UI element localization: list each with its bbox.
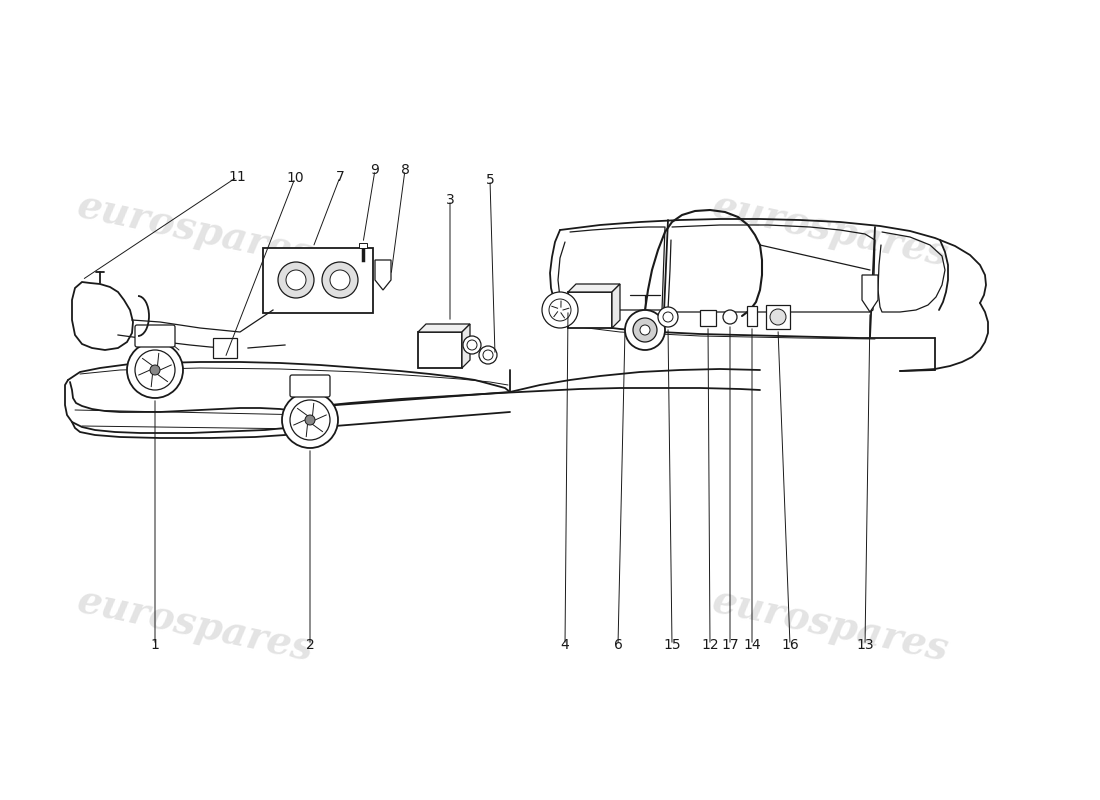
Circle shape: [770, 309, 786, 325]
Bar: [568, 292, 612, 328]
Polygon shape: [72, 282, 133, 350]
Text: 6: 6: [614, 638, 623, 652]
Bar: [766, 305, 790, 329]
Polygon shape: [862, 275, 878, 312]
Bar: [700, 310, 716, 326]
Polygon shape: [418, 324, 470, 332]
Polygon shape: [612, 284, 620, 328]
Text: 17: 17: [722, 638, 739, 652]
Text: 10: 10: [286, 171, 304, 185]
FancyBboxPatch shape: [263, 247, 373, 313]
Circle shape: [478, 346, 497, 364]
Circle shape: [463, 336, 481, 354]
Text: 14: 14: [744, 638, 761, 652]
Text: 2: 2: [306, 638, 315, 652]
Text: 1: 1: [151, 638, 160, 652]
Circle shape: [322, 262, 358, 298]
Circle shape: [278, 262, 314, 298]
Polygon shape: [462, 324, 470, 368]
Circle shape: [282, 392, 338, 448]
Bar: [213, 338, 236, 358]
Text: 7: 7: [336, 170, 344, 184]
Text: eurospares: eurospares: [74, 582, 317, 669]
Text: 9: 9: [371, 163, 380, 177]
Text: 16: 16: [781, 638, 799, 652]
Circle shape: [625, 310, 666, 350]
FancyBboxPatch shape: [290, 375, 330, 397]
Bar: [747, 306, 757, 326]
Text: 13: 13: [856, 638, 873, 652]
Circle shape: [658, 307, 678, 327]
Circle shape: [286, 270, 306, 290]
Text: 12: 12: [701, 638, 718, 652]
Text: 15: 15: [663, 638, 681, 652]
Text: 3: 3: [446, 193, 454, 207]
Circle shape: [150, 365, 160, 375]
Polygon shape: [375, 260, 390, 290]
Text: eurospares: eurospares: [708, 582, 952, 669]
Circle shape: [640, 325, 650, 335]
Bar: [418, 332, 462, 368]
Text: 8: 8: [400, 163, 409, 177]
Circle shape: [330, 270, 350, 290]
Circle shape: [126, 342, 183, 398]
Bar: [359, 243, 367, 248]
Circle shape: [632, 318, 657, 342]
Circle shape: [723, 310, 737, 324]
Text: 4: 4: [561, 638, 570, 652]
Polygon shape: [568, 284, 620, 292]
Circle shape: [542, 292, 578, 328]
Circle shape: [305, 415, 315, 425]
Text: eurospares: eurospares: [74, 186, 317, 274]
Text: eurospares: eurospares: [708, 186, 952, 274]
FancyBboxPatch shape: [135, 325, 175, 347]
Text: 5: 5: [485, 173, 494, 187]
Text: 11: 11: [228, 170, 246, 184]
